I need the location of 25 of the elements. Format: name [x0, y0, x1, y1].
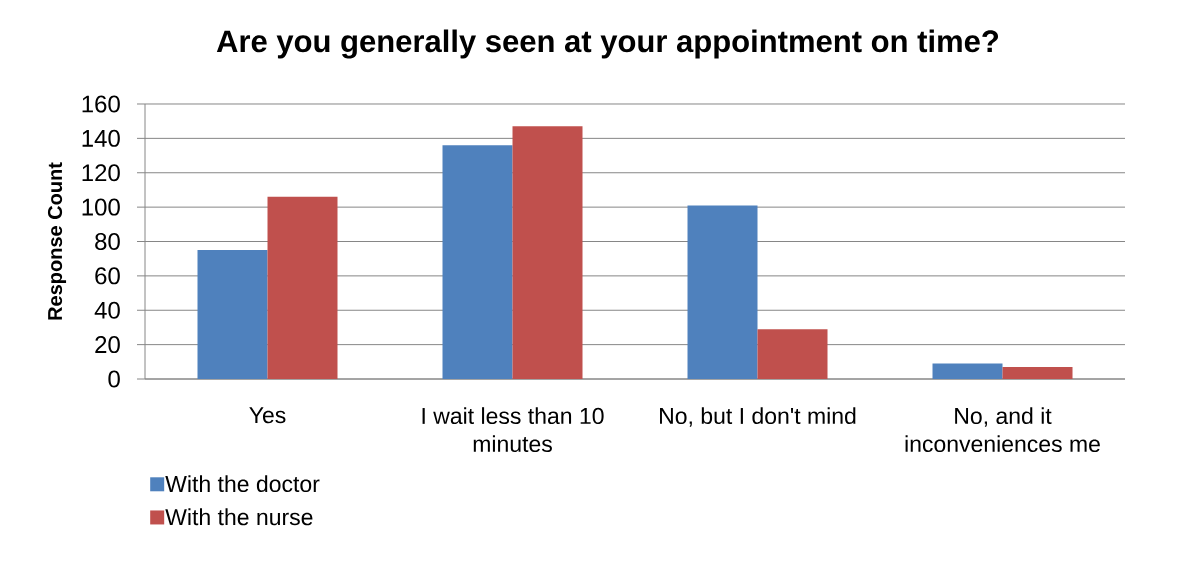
y-tick-label: 100	[82, 198, 120, 216]
bar	[757, 329, 828, 379]
bar	[687, 205, 758, 379]
x-tick-label: No, but I don't mind	[660, 407, 856, 427]
y-axis-title: Response Count	[47, 162, 67, 320]
x-tick-label: I wait less than 10 minutes	[422, 407, 604, 453]
y-tick-label: 20	[95, 336, 120, 354]
bar	[267, 196, 338, 379]
bar	[197, 250, 268, 379]
legend-label: With the doctor	[165, 475, 320, 493]
y-tick-label: 60	[95, 267, 120, 285]
bar	[1002, 366, 1073, 379]
y-tick-label: 160	[82, 95, 120, 113]
y-tick-label: 120	[82, 164, 120, 182]
x-tick-label: Yes	[249, 407, 286, 424]
bar	[932, 363, 1003, 379]
y-tick-label: 40	[94, 301, 120, 319]
y-tick-label: 0	[108, 370, 120, 388]
y-tick-label: 80	[95, 233, 120, 250]
x-tick-label: No, and it inconveniences me	[905, 407, 1100, 453]
bar	[512, 126, 583, 379]
chart-title: Are you generally seen at your appointment on time?	[216, 29, 999, 59]
bar	[442, 145, 513, 379]
legend-label: With the nurse	[165, 508, 313, 526]
y-tick-label: 140	[82, 129, 120, 147]
